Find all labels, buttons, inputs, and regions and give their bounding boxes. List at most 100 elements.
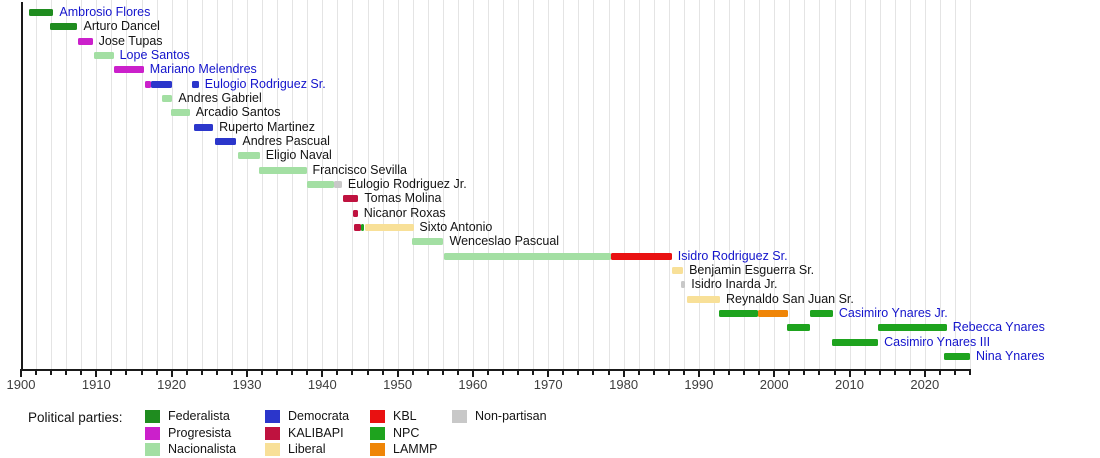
term-bar-sixto-antonio-1	[361, 223, 365, 231]
minor-tick-1962	[487, 371, 489, 375]
x-tick-label-1950: 1950	[383, 377, 413, 392]
gridline-1950	[397, 0, 399, 369]
major-tick-2010	[848, 371, 851, 377]
minor-tick-1954	[426, 371, 429, 375]
person-label-rebecca-ynares[interactable]: Rebecca Ynares	[952, 320, 1045, 335]
legend-swatch-nacionalista	[145, 443, 160, 456]
gridline-2016	[894, 0, 896, 369]
gridline-1980	[623, 0, 625, 369]
minor-tick-1974	[577, 371, 580, 375]
gridline-1994	[729, 0, 730, 369]
minor-tick-1992	[712, 371, 715, 375]
minor-tick-1926	[215, 371, 218, 375]
person-label-reynaldo-san-juan-sr: Reynaldo San Juan Sr.	[726, 291, 854, 306]
minor-tick-2016	[893, 371, 896, 375]
gridline-2004	[804, 0, 806, 369]
minor-tick-1946	[366, 371, 369, 375]
term-bar-mariano-melendres-0	[113, 66, 144, 74]
person-label-ambrosio-flores[interactable]: Ambrosio Flores	[59, 5, 151, 19]
term-bar-isidro-rodriguez-sr-1	[610, 252, 672, 260]
person-label-casimiro-ynares-jr[interactable]: Casimiro Ynares Jr.	[838, 305, 948, 320]
gridline-1954	[427, 0, 429, 369]
major-tick-1900	[20, 371, 22, 377]
gridline-1990	[698, 0, 700, 369]
gridline-2002	[789, 0, 791, 369]
person-label-nina-ynares[interactable]: Nina Ynares	[976, 348, 1045, 363]
gridline-2008	[834, 0, 836, 369]
term-bar-arcadio-santos-0	[170, 109, 190, 117]
term-bar-reynaldo-san-juan-sr-0	[686, 295, 720, 303]
person-label-casimiro-ynares-iii[interactable]: Casimiro Ynares III	[884, 334, 991, 349]
x-tick-label-2000: 2000	[759, 377, 789, 392]
minor-tick-1984	[652, 371, 655, 375]
person-label-eligio-naval: Eligio Naval	[265, 148, 332, 163]
x-tick-label-2020: 2020	[910, 377, 940, 392]
gridline-1998	[759, 0, 761, 369]
x-tick-label-1910: 1910	[81, 377, 111, 392]
gridline-1976	[593, 0, 595, 369]
person-label-ruperto-martinez: Ruperto Martinez	[219, 119, 315, 134]
minor-tick-1996	[743, 371, 746, 375]
legend-title: Political parties:	[28, 410, 123, 425]
minor-tick-1952	[411, 371, 414, 375]
gridline-1952	[412, 0, 414, 369]
x-tick-label-1970: 1970	[533, 377, 563, 392]
term-bar-ruperto-martinez-0	[194, 123, 213, 131]
gridline-1948	[382, 0, 384, 369]
person-label-eulogio-rodriguez-sr[interactable]: Eulogio Rodriguez Sr.	[204, 76, 326, 91]
term-bar-lope-santos-0	[94, 52, 114, 59]
legend-swatch-liberal	[265, 443, 280, 456]
major-tick-1970	[547, 371, 550, 377]
gridline-1958	[457, 0, 459, 369]
minor-tick-1966	[517, 371, 520, 375]
legend-label-nacionalista: Nacionalista	[168, 442, 237, 456]
major-tick-1940	[321, 371, 324, 377]
gridline-1944	[352, 0, 354, 369]
minor-tick-1912	[110, 371, 113, 375]
legend-swatch-progresista	[145, 426, 160, 440]
term-bar-isidro-rodriguez-sr-0	[443, 252, 611, 260]
gridline-1968	[533, 0, 535, 369]
gridline-1918	[156, 0, 158, 369]
minor-tick-1978	[607, 371, 610, 375]
gridline-2000	[774, 0, 776, 369]
gridline-1922	[186, 0, 188, 369]
minor-tick-2004	[803, 371, 806, 375]
major-tick-1980	[622, 371, 625, 377]
gridline-1912	[111, 0, 113, 369]
term-bar-sixto-antonio-0	[353, 223, 362, 231]
person-label-benjamin-esguerra-sr: Benjamin Esguerra Sr.	[689, 262, 815, 277]
term-bar-nicanor-roxas-0	[353, 209, 358, 217]
gridline-1902	[36, 0, 38, 369]
legend-label-federalista: Federalista	[168, 409, 230, 423]
minor-tick-1914	[125, 371, 128, 375]
gridline-1986	[668, 0, 670, 369]
term-bar-andres-pascual-0	[214, 138, 237, 145]
gridline-1992	[713, 0, 715, 369]
gridline-2022	[939, 0, 941, 369]
major-tick-1930	[246, 371, 248, 377]
major-tick-2020	[923, 371, 926, 377]
x-tick-label-1900: 1900	[6, 377, 36, 392]
legend-label-kbl: KBL	[393, 409, 417, 423]
major-tick-1960	[471, 371, 474, 377]
gridline-1926	[216, 0, 218, 369]
minor-tick-1968	[532, 371, 535, 375]
gridline-1946	[367, 0, 369, 369]
gridline-2010	[849, 0, 851, 369]
term-bar-isidro-inarda-jr-0	[680, 281, 686, 289]
minor-tick-1972	[562, 371, 565, 375]
gridline-1908	[81, 0, 83, 369]
term-bar-casimiro-ynares-jr-0	[718, 309, 759, 317]
y-axis-line	[20, 2, 23, 370]
gridline-1914	[126, 0, 128, 369]
person-label-isidro-rodriguez-sr[interactable]: Isidro Rodriguez Sr.	[677, 248, 788, 263]
gridline-1924	[201, 0, 203, 369]
minor-tick-2026	[969, 371, 971, 375]
person-label-lope-santos[interactable]: Lope Santos	[119, 48, 190, 62]
minor-tick-2006	[818, 371, 821, 375]
legend-label-npc: NPC	[393, 425, 420, 440]
person-label-mariano-melendres[interactable]: Mariano Melendres	[149, 62, 257, 77]
term-bar-eulogio-rodriguez-sr-1	[150, 80, 172, 88]
